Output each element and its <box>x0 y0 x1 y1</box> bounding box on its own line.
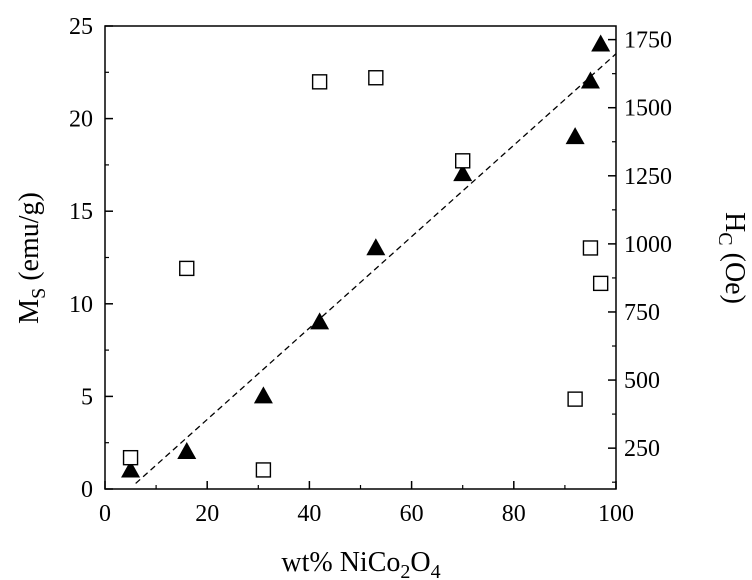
y-right-tick-label: 1750 <box>624 28 672 54</box>
x-axis-ticks: 0 20 40 60 80 100 <box>99 481 634 527</box>
x-tick-label: 0 <box>99 501 111 527</box>
x-tick-label: 80 <box>502 501 526 527</box>
square-point <box>369 71 383 85</box>
y-left-axis-title-sub: S <box>28 288 50 299</box>
fit-line <box>136 54 616 484</box>
triangle-point <box>254 386 273 403</box>
triangle-point <box>566 127 585 144</box>
square-point <box>568 392 582 406</box>
square-point <box>256 463 270 477</box>
y-left-tick-label: 15 <box>69 199 93 225</box>
y-left-axis-title-main: M <box>14 299 45 324</box>
plot-area <box>105 26 616 489</box>
x-tick-label: 60 <box>400 501 424 527</box>
square-point <box>583 241 597 255</box>
x-tick-label: 100 <box>598 501 634 527</box>
x-axis-title-main: wt% NiCo <box>281 547 400 578</box>
x-tick-label: 20 <box>195 501 219 527</box>
y-left-tick-label: 0 <box>81 477 93 503</box>
square-point <box>456 154 470 168</box>
y-right-axis-title-main: H <box>719 212 750 232</box>
square-point <box>180 261 194 275</box>
fit-line-group <box>136 54 616 484</box>
x-axis-title-sub2: 4 <box>431 561 441 580</box>
triangle-point <box>366 238 385 255</box>
x-tick-label: 40 <box>297 501 321 527</box>
y-right-axis-title: HC (Oe) <box>714 212 750 304</box>
y-left-tick-label: 25 <box>69 14 93 40</box>
y-left-axis-ticks: 0 5 10 15 20 25 <box>69 14 113 503</box>
y-left-axis-title: MS (emu/g) <box>14 192 50 324</box>
data-marks <box>121 35 610 478</box>
plot-frame <box>105 26 616 489</box>
triangle-point <box>310 312 329 329</box>
y-right-axis-title-sub: C <box>714 232 736 245</box>
x-axis-title-sub1: 2 <box>400 561 410 580</box>
y-right-axis-ticks: 250 500 750 1000 1250 1500 1750 <box>608 28 672 483</box>
square-point <box>594 276 608 290</box>
triangle-point <box>177 442 196 459</box>
x-axis-title: wt% NiCo2O4 <box>281 547 440 580</box>
y-right-axis-title-unit: (Oe) <box>719 246 750 304</box>
triangle-point <box>581 72 600 89</box>
y-right-tick-label: 750 <box>624 300 660 326</box>
square-point <box>313 75 327 89</box>
y-left-tick-label: 10 <box>69 292 93 318</box>
x-axis-title-o: O <box>410 547 430 578</box>
y-right-tick-label: 250 <box>624 436 660 462</box>
triangle-point <box>591 35 610 52</box>
y-right-tick-label: 500 <box>624 368 660 394</box>
square-point <box>124 451 138 465</box>
y-left-tick-label: 20 <box>69 107 93 133</box>
y-right-tick-label: 1000 <box>624 232 672 258</box>
y-right-tick-label: 1500 <box>624 96 672 122</box>
y-left-tick-label: 5 <box>81 384 93 410</box>
y-right-tick-label: 1250 <box>624 164 672 190</box>
y-left-axis-title-unit: (emu/g) <box>14 192 45 288</box>
